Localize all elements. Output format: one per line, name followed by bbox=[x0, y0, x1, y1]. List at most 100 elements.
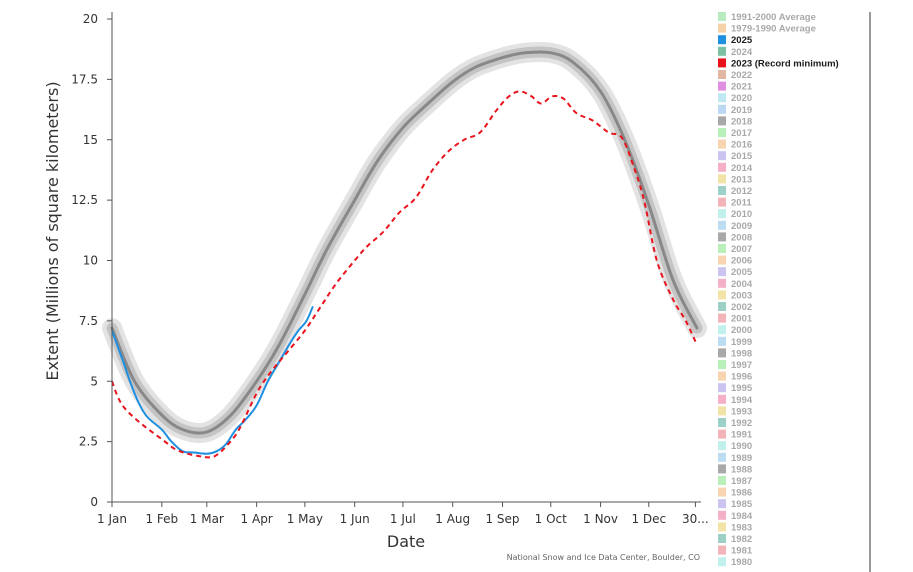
legend-item[interactable]: 1984 bbox=[718, 510, 753, 522]
legend-swatch bbox=[718, 128, 726, 137]
legend-item[interactable]: 2018 bbox=[718, 116, 752, 127]
legend-item[interactable]: 2020 bbox=[718, 93, 752, 104]
legend-label: 2002 bbox=[731, 302, 752, 313]
legend-item[interactable]: 2002 bbox=[718, 302, 752, 313]
legend-item[interactable]: 2000 bbox=[718, 325, 752, 336]
y-tick-label: 10 bbox=[83, 254, 98, 268]
legend-item[interactable]: 2006 bbox=[718, 255, 752, 267]
legend-label: 1999 bbox=[731, 337, 752, 348]
legend-item[interactable]: 2007 bbox=[718, 244, 752, 255]
legend-item[interactable]: 1979-1990 Average bbox=[718, 23, 816, 35]
legend-label: 1990 bbox=[731, 441, 752, 452]
legend-item[interactable]: 1997 bbox=[718, 360, 752, 371]
legend-item[interactable]: 2004 bbox=[718, 278, 753, 290]
legend-label: 1987 bbox=[731, 476, 752, 487]
x-tick-label: 1 Apr bbox=[241, 512, 273, 526]
legend-item[interactable]: 1987 bbox=[718, 476, 752, 487]
legend-label: 1996 bbox=[731, 372, 752, 383]
axes bbox=[107, 12, 701, 507]
legend-label: 2024 bbox=[731, 47, 753, 58]
y-tick-labels: 0 2.5 5 7.5 10 12.5 15 17.5 20 bbox=[71, 12, 98, 509]
x-tick-label: 1 Oct bbox=[535, 512, 567, 526]
legend-item[interactable]: 1994 bbox=[718, 394, 753, 406]
legend-label: 2003 bbox=[731, 290, 752, 301]
legend-swatch bbox=[718, 290, 726, 300]
legend-item[interactable]: 1995 bbox=[718, 383, 753, 394]
legend-item[interactable]: 1996 bbox=[718, 371, 752, 383]
legend-swatch bbox=[718, 452, 726, 462]
legend-item[interactable]: 2014 bbox=[718, 162, 753, 174]
legend-swatch bbox=[718, 336, 726, 346]
y-tick-label: 5 bbox=[90, 374, 98, 388]
legend-swatch bbox=[718, 197, 726, 207]
legend-swatch bbox=[718, 302, 726, 311]
legend-item[interactable]: 1986 bbox=[718, 487, 752, 499]
legend-item[interactable]: 1982 bbox=[718, 534, 752, 545]
legend-swatch bbox=[718, 186, 726, 195]
legend-item[interactable]: 1980 bbox=[718, 557, 752, 568]
y-tick-label: 20 bbox=[83, 12, 98, 26]
legend-item[interactable]: 2005 bbox=[718, 267, 753, 278]
legend-item[interactable]: 2001 bbox=[718, 313, 753, 325]
y-tick-label: 12.5 bbox=[71, 193, 98, 207]
legend-item[interactable]: 2025 bbox=[718, 35, 753, 46]
legend-item[interactable]: 1993 bbox=[718, 406, 752, 417]
legend-swatch bbox=[718, 232, 726, 242]
legend-label: 2019 bbox=[731, 105, 752, 116]
legend-label: 1986 bbox=[731, 488, 752, 499]
y-tick-label: 15 bbox=[83, 133, 98, 147]
legend-item[interactable]: 1991 bbox=[718, 429, 753, 441]
legend-item[interactable]: 1983 bbox=[718, 522, 752, 533]
legend-item[interactable]: 1990 bbox=[718, 441, 752, 452]
legend-item[interactable]: 2010 bbox=[718, 209, 752, 220]
legend-swatch bbox=[718, 104, 726, 114]
legend-swatch bbox=[718, 244, 726, 253]
legend-item[interactable]: 2003 bbox=[718, 290, 752, 301]
legend-item[interactable]: 2021 bbox=[718, 81, 753, 93]
legend-item[interactable]: 2016 bbox=[718, 139, 752, 151]
y-tick-label: 0 bbox=[90, 495, 98, 509]
legend-swatch bbox=[718, 46, 726, 56]
legend-item[interactable]: 2009 bbox=[718, 220, 752, 232]
series-line-average bbox=[110, 50, 699, 435]
legend-item[interactable]: 2017 bbox=[718, 128, 752, 139]
legend-label: 1997 bbox=[731, 360, 752, 371]
legend-swatch bbox=[718, 348, 726, 358]
series-line-record-minimum bbox=[111, 90, 698, 459]
legend-item[interactable]: 1991-2000 Average bbox=[718, 12, 816, 23]
legend-item[interactable]: 2012 bbox=[718, 186, 752, 197]
legend-item[interactable]: 1992 bbox=[718, 418, 752, 429]
legend-label: 2009 bbox=[731, 221, 752, 232]
y-axis-title: Extent (Millions of square kilometers) bbox=[43, 81, 62, 380]
legend-swatch bbox=[718, 476, 726, 485]
legend-item[interactable]: 2013 bbox=[718, 174, 752, 185]
legend-label: 2011 bbox=[731, 198, 752, 209]
legend-swatch bbox=[718, 418, 726, 427]
legend-label: 2018 bbox=[731, 116, 752, 127]
legend-item[interactable]: 2015 bbox=[718, 151, 753, 162]
legend-item[interactable]: 2022 bbox=[718, 70, 752, 81]
legend-item[interactable]: 2011 bbox=[718, 197, 752, 209]
x-tick-label: 30... bbox=[682, 512, 709, 526]
legend-item[interactable]: 1989 bbox=[718, 452, 752, 464]
legend-item[interactable]: 1981 bbox=[718, 545, 753, 557]
legend-label: 2015 bbox=[731, 151, 753, 162]
legend-item[interactable]: 1998 bbox=[718, 348, 752, 359]
legend-label: 2022 bbox=[731, 70, 752, 81]
legend-label: 1991-2000 Average bbox=[731, 12, 816, 23]
legend-label: 2010 bbox=[731, 209, 752, 220]
legend-item[interactable]: 2008 bbox=[718, 232, 752, 243]
legend-item[interactable]: 1988 bbox=[718, 464, 752, 475]
legend-item[interactable]: 2019 bbox=[718, 104, 752, 116]
legend-swatch bbox=[718, 510, 726, 520]
legend-item[interactable]: 1985 bbox=[718, 499, 753, 510]
legend-item[interactable]: 2024 bbox=[718, 46, 753, 58]
legend-item[interactable]: 1999 bbox=[718, 336, 752, 348]
legend-label: 2025 bbox=[731, 35, 753, 46]
legend-swatch bbox=[718, 93, 726, 103]
legend-label: 1979-1990 Average bbox=[731, 24, 816, 35]
legend-item[interactable]: 2023 (Record minimum) bbox=[718, 58, 839, 69]
legend-swatch bbox=[718, 174, 726, 184]
y-tick-label: 7.5 bbox=[79, 314, 98, 328]
